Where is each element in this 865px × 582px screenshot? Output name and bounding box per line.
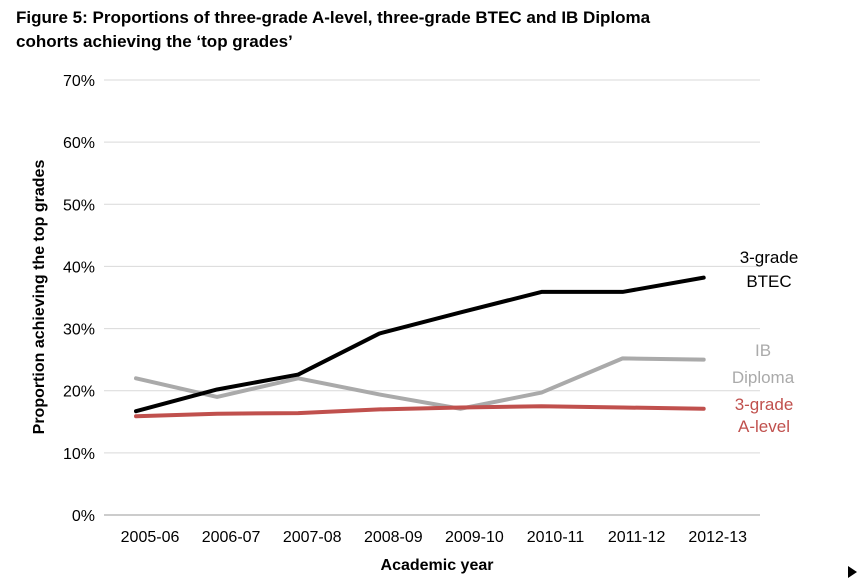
series-label: A-level [738, 417, 790, 436]
chart-title-line2: cohorts achieving the ‘top grades’ [16, 32, 293, 51]
series-labels: 3-grade BTEC IB Diploma 3-grade A-level [732, 248, 798, 436]
x-tick-label: 2011-12 [608, 529, 666, 546]
x-tick-label: 2007-08 [283, 529, 342, 546]
x-axis-title: Academic year [381, 557, 494, 574]
x-axis-tick-labels: 2005-06 2006-07 2007-08 2008-09 2009-10 2010-… [121, 529, 748, 546]
series-label: BTEC [746, 272, 791, 291]
x-tick-label: 2012-13 [688, 529, 747, 546]
y-axis-tick-labels: 0% 10% 20% 30% 40% 50% 60% 70% [63, 73, 95, 525]
y-tick-label: 60% [63, 135, 95, 152]
y-tick-label: 30% [63, 322, 95, 339]
y-tick-label: 40% [63, 259, 95, 276]
x-tick-label: 2010-11 [527, 529, 585, 546]
y-tick-label: 50% [63, 197, 95, 214]
series-label: 3-grade [735, 395, 794, 414]
x-tick-label: 2008-09 [364, 529, 423, 546]
cursor-arrow-icon [848, 566, 857, 578]
series-label: IB [755, 341, 771, 360]
y-tick-label: 20% [63, 384, 95, 401]
series-label: Diploma [732, 368, 795, 387]
y-axis-title: Proportion achieving the top grades [31, 160, 48, 435]
y-tick-label: 70% [63, 73, 95, 90]
series-line-2 [134, 404, 706, 419]
series-line-0 [134, 275, 706, 414]
x-tick-label: 2005-06 [121, 529, 180, 546]
chart-title-line1: Figure 5: Proportions of three-grade A-l… [16, 8, 651, 27]
x-tick-label: 2009-10 [445, 529, 504, 546]
x-tick-label: 2006-07 [202, 529, 261, 546]
series-lines [134, 275, 706, 419]
y-tick-label: 0% [72, 508, 95, 525]
chart-title: Figure 5: Proportions of three-grade A-l… [16, 6, 816, 54]
series-label: 3-grade [740, 248, 799, 267]
y-tick-label: 10% [63, 446, 95, 463]
series-line-1 [134, 356, 706, 411]
gridlines [104, 79, 760, 454]
